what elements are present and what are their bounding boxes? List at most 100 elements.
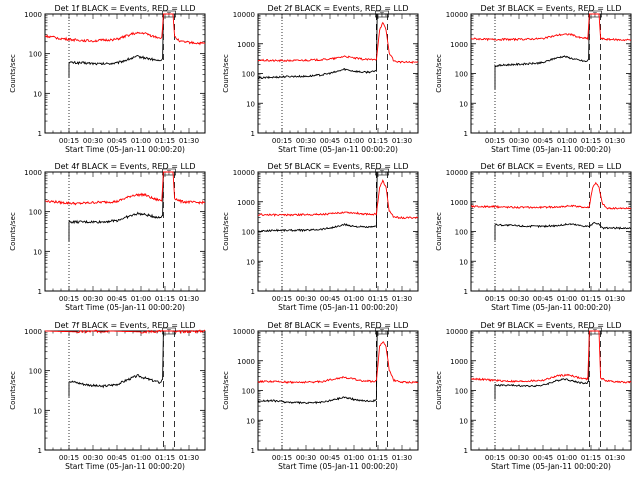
x-axis-label: Start Time (05-Jan-11 00:00:20): [491, 462, 611, 471]
x-tick-label: 00:30: [296, 137, 316, 145]
y-axis-label: Counts/sec: [435, 212, 443, 251]
events-line: [68, 13, 173, 78]
y-tick-label: 10: [459, 417, 468, 425]
lld-line: [45, 329, 206, 334]
x-tick-label: 01:30: [392, 454, 412, 462]
chart-title: Det 7f BLACK = Events, RED = LLD: [54, 321, 195, 330]
x-axis-label: Start Time (05-Jan-11 00:00:20): [491, 145, 611, 154]
y-tick-label: 100: [455, 388, 468, 396]
y-axis-label: Counts/sec: [222, 371, 230, 410]
y-tick-label: 1: [251, 447, 255, 455]
y-tick-label: 1000: [450, 358, 468, 366]
flare-marker-label: T: [379, 329, 384, 336]
chart-title: Det 4f BLACK = Events, RED = LLD: [54, 162, 195, 171]
chart-panel-8: Det 8f BLACK = Events, RED = LLD 1 10 100 10…: [222, 321, 419, 471]
lld-line: [44, 171, 206, 206]
y-axis-label: Counts/sec: [9, 212, 17, 251]
flare-marker-box: [162, 168, 176, 176]
y-tick-label: 100: [455, 71, 468, 79]
x-tick-label: 00:30: [509, 137, 529, 145]
y-tick-label: 1: [251, 288, 255, 296]
events-line: [257, 330, 378, 412]
y-tick-label: 10: [459, 258, 468, 266]
x-tick-label: 01:00: [557, 454, 577, 462]
y-tick-label: 10: [33, 248, 42, 256]
lld-line: [257, 21, 419, 64]
x-tick-label: 01:30: [392, 295, 412, 303]
chart-title: Det 8f BLACK = Events, RED = LLD: [267, 321, 408, 330]
x-tick-label: 01:15: [581, 137, 601, 145]
x-tick-label: 00:45: [533, 137, 553, 145]
y-tick-label: 1: [464, 288, 468, 296]
chart-title: Det 6f BLACK = Events, RED = LLD: [480, 162, 621, 171]
x-tick-label: 01:30: [392, 137, 412, 145]
y-tick-label: 1: [38, 447, 42, 455]
x-tick-label: 00:30: [83, 137, 103, 145]
y-tick-label: 1000: [24, 328, 42, 336]
x-tick-label: 01:30: [179, 454, 199, 462]
chart-title: Det 2f BLACK = Events, RED = LLD: [267, 4, 408, 13]
y-tick-label: 1: [464, 447, 468, 455]
y-tick-label: 1000: [24, 11, 42, 19]
plot-frame: [257, 13, 419, 134]
x-axis-label: Start Time (05-Jan-11 00:00:20): [65, 145, 185, 154]
y-tick-label: 10: [246, 417, 255, 425]
x-tick-label: 01:30: [179, 295, 199, 303]
x-tick-label: 00:15: [59, 295, 79, 303]
y-tick-label: 100: [242, 388, 255, 396]
events-line: [257, 171, 378, 244]
x-tick-label: 00:15: [272, 137, 292, 145]
x-tick-label: 01:15: [581, 295, 601, 303]
chart-panel-1: Det 1f BLACK = Events, RED = LLD 1 10 100 10…: [9, 4, 206, 154]
x-tick-label: 00:45: [320, 454, 340, 462]
x-tick-label: 00:30: [509, 295, 529, 303]
y-tick-label: 10: [246, 258, 255, 266]
y-tick-label: 1: [464, 130, 468, 138]
x-tick-label: 00:15: [59, 137, 79, 145]
y-tick-label: 1000: [237, 199, 255, 207]
events-line: [257, 13, 378, 90]
x-tick-label: 01:15: [368, 137, 388, 145]
flare-marker-box: [375, 10, 389, 18]
chart-panel-4: Det 4f BLACK = Events, RED = LLD 1 10 100 10…: [9, 162, 206, 312]
x-tick-label: 00:30: [509, 454, 529, 462]
y-axis-label: Counts/sec: [435, 371, 443, 410]
y-tick-label: 10: [459, 100, 468, 108]
x-tick-label: 01:15: [581, 454, 601, 462]
x-tick-label: 01:00: [344, 454, 364, 462]
y-tick-label: 10000: [446, 11, 468, 19]
x-tick-label: 00:45: [107, 137, 127, 145]
y-axis-label: Counts/sec: [222, 54, 230, 93]
x-tick-label: 00:30: [83, 295, 103, 303]
events-line: [68, 171, 173, 242]
flare-marker-box: [588, 10, 602, 18]
chart-title: Det 9f BLACK = Events, RED = LLD: [480, 321, 621, 330]
y-tick-label: 1: [38, 288, 42, 296]
x-tick-label: 00:45: [320, 137, 340, 145]
y-tick-label: 100: [242, 229, 255, 237]
chart-title: Det 5f BLACK = Events, RED = LLD: [267, 162, 408, 171]
x-tick-label: 00:45: [320, 295, 340, 303]
y-axis-label: Counts/sec: [222, 212, 230, 251]
lld-line: [470, 330, 632, 384]
x-tick-label: 01:00: [131, 137, 151, 145]
y-tick-label: 1000: [450, 41, 468, 49]
x-tick-label: 01:30: [179, 137, 199, 145]
x-tick-label: 00:30: [296, 295, 316, 303]
x-tick-label: 00:15: [485, 137, 505, 145]
x-tick-label: 01:00: [557, 295, 577, 303]
y-tick-label: 10: [246, 100, 255, 108]
x-tick-label: 01:30: [605, 454, 625, 462]
x-tick-label: 00:45: [107, 295, 127, 303]
flare-marker-label: T: [166, 329, 171, 336]
x-tick-label: 01:00: [131, 454, 151, 462]
x-tick-label: 00:15: [59, 454, 79, 462]
events-line: [68, 330, 173, 397]
lld-line: [258, 179, 418, 220]
flare-marker-box: [162, 10, 176, 18]
x-tick-label: 00:45: [107, 454, 127, 462]
chart-panel-7: Det 7f BLACK = Events, RED = LLD 1 10 100 10…: [9, 321, 206, 471]
x-tick-label: 01:00: [344, 137, 364, 145]
x-axis-label: Start Time (05-Jan-11 00:00:20): [278, 462, 398, 471]
